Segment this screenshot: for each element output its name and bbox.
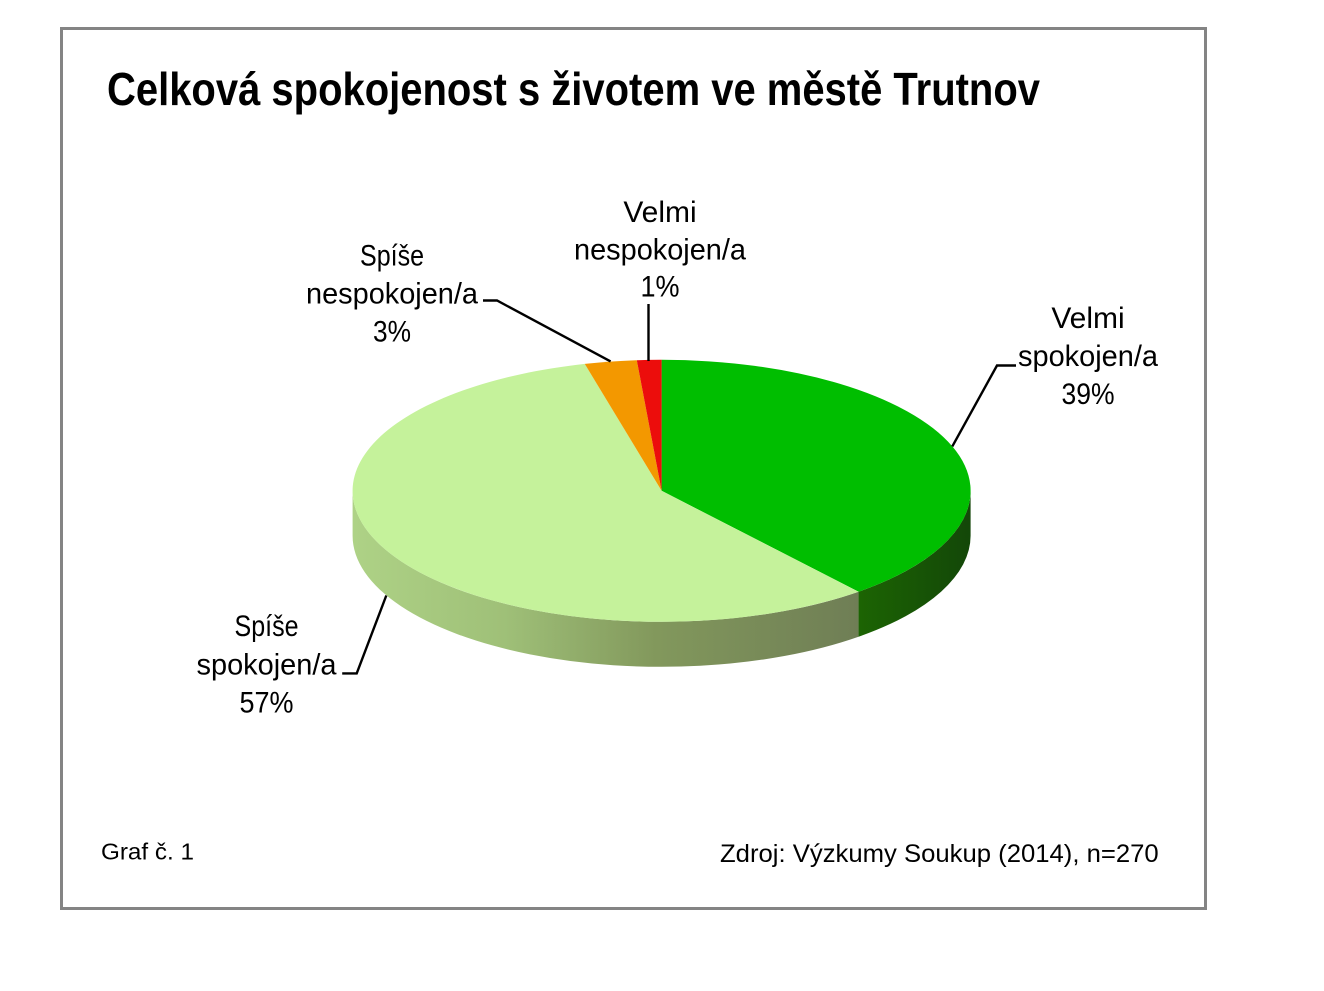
svg-text:1%: 1% bbox=[641, 270, 680, 303]
svg-text:nespokojen/a: nespokojen/a bbox=[574, 233, 746, 266]
svg-text:Spíše: Spíše bbox=[235, 610, 299, 643]
svg-text:nespokojen/a: nespokojen/a bbox=[306, 278, 478, 311]
svg-text:39%: 39% bbox=[1062, 378, 1115, 411]
svg-text:Celková spokojenost s životem: Celková spokojenost s životem ve městě T… bbox=[107, 63, 1040, 115]
svg-text:Velmi: Velmi bbox=[1051, 302, 1124, 335]
svg-text:Zdroj: Výzkumy Soukup (2014),: Zdroj: Výzkumy Soukup (2014), n=270 bbox=[720, 840, 1159, 868]
svg-text:Graf č. 1: Graf č. 1 bbox=[101, 839, 194, 865]
svg-text:Spíše: Spíše bbox=[360, 240, 424, 273]
svg-text:spokojen/a: spokojen/a bbox=[1018, 340, 1158, 373]
svg-text:spokojen/a: spokojen/a bbox=[197, 648, 337, 681]
svg-text:57%: 57% bbox=[240, 686, 294, 719]
svg-text:Velmi: Velmi bbox=[623, 196, 696, 229]
svg-text:3%: 3% bbox=[373, 316, 411, 349]
